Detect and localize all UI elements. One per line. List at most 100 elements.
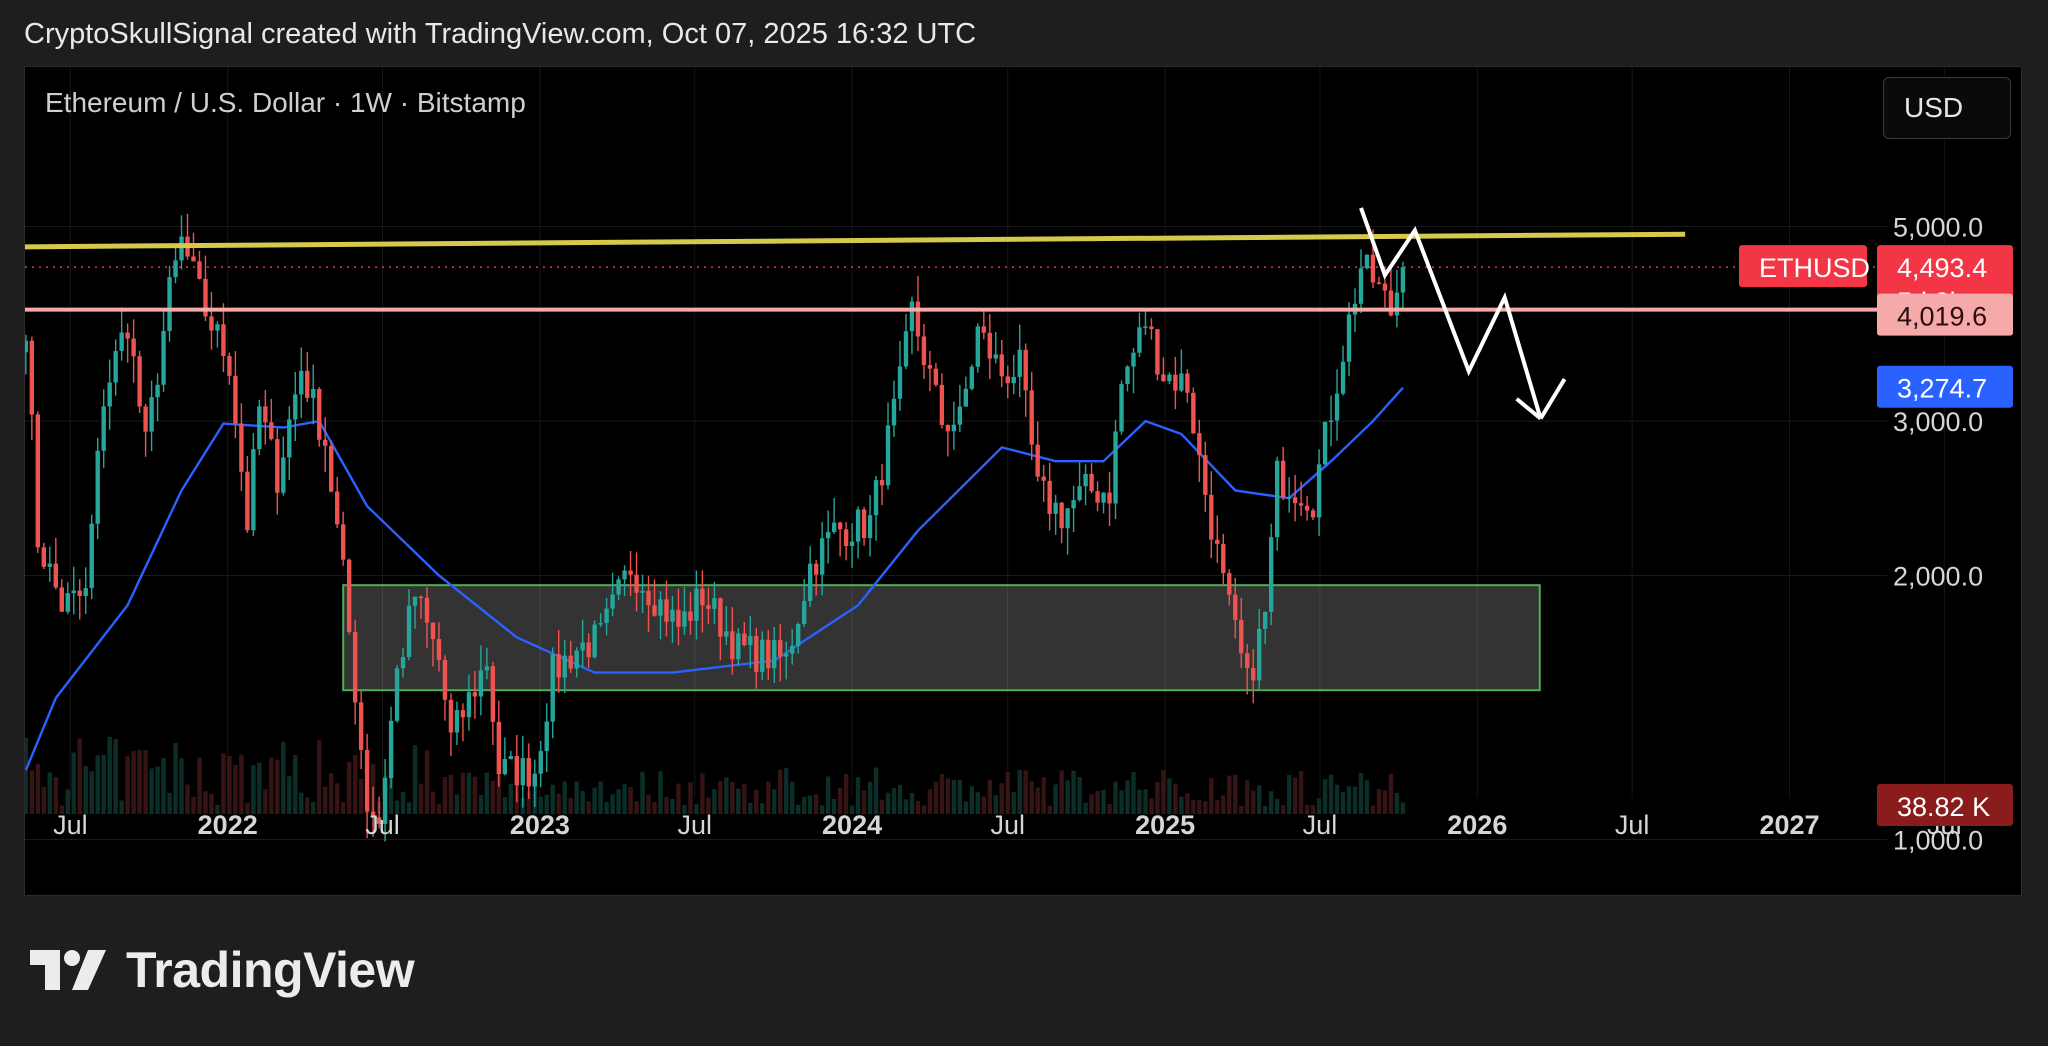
volume-bar	[77, 738, 82, 814]
volume-bar	[1185, 793, 1190, 814]
candle-body	[352, 631, 358, 703]
candle-body	[724, 631, 729, 637]
candle-body	[1023, 349, 1028, 391]
candle-body	[933, 368, 939, 385]
chart-panel[interactable]: 5,000.0 3,000.0 2,000.0 1,000.0 Jul 2022 Jul 20…	[24, 66, 2022, 896]
candle-body	[610, 594, 615, 609]
volume-bar	[1095, 791, 1100, 814]
candle-body	[65, 593, 70, 612]
candle-body	[1065, 508, 1070, 529]
candle-body	[766, 639, 771, 669]
volume-bar	[538, 796, 543, 814]
candle-body	[406, 605, 412, 658]
candle-body	[1346, 314, 1352, 362]
axis-layer: 5,000.0 3,000.0 2,000.0 1,000.0 Jul 2022 Jul 20…	[53, 212, 2013, 856]
volume-bar	[957, 779, 963, 814]
volume-bar	[299, 792, 304, 814]
volume-bar	[119, 800, 124, 814]
volume-bar	[981, 796, 986, 814]
volume-bar	[89, 771, 94, 814]
candle-body	[634, 574, 639, 593]
volume-bar	[664, 796, 669, 814]
candle-body	[41, 547, 47, 567]
candle-body	[538, 751, 543, 774]
candle-body	[275, 439, 280, 493]
candle-body	[825, 531, 831, 539]
volume-bar	[1167, 778, 1172, 814]
support-price-tag: 4,019.6	[1877, 293, 2013, 336]
price-chart[interactable]: 5,000.0 3,000.0 2,000.0 1,000.0 Jul 2022 Jul 20…	[25, 67, 2022, 896]
candle-body	[149, 397, 154, 432]
volume-bar	[1394, 792, 1400, 814]
volume-bar	[580, 791, 585, 814]
candle-body	[1047, 480, 1052, 514]
candle-body	[83, 588, 88, 596]
volume-bar	[1221, 795, 1226, 814]
volume-bar	[1233, 774, 1238, 814]
grid-layer	[25, 67, 1945, 841]
volume-bar	[406, 802, 412, 814]
volume-bar	[801, 796, 807, 814]
volume-bar	[813, 794, 819, 814]
candle-body	[269, 422, 274, 440]
candle-body	[47, 563, 52, 567]
candle-body	[1137, 327, 1142, 353]
currency-selector-button[interactable]: USD	[1883, 77, 2011, 139]
support-price-tag-bg	[1877, 293, 2013, 336]
candle-body	[951, 424, 957, 432]
candle-body	[77, 590, 82, 596]
volume-bar	[1382, 790, 1388, 814]
x-axis-tick-label: Jul	[1303, 810, 1338, 840]
volume-bar	[25, 737, 29, 814]
volume-bar	[29, 770, 35, 814]
candle-body	[1143, 326, 1148, 328]
volume-bar	[167, 792, 172, 814]
candle-body	[1179, 373, 1184, 391]
x-axis-tick-label: 2025	[1135, 810, 1195, 840]
candle-body	[526, 758, 531, 787]
volume-bar	[1209, 778, 1214, 814]
volume-bar	[35, 763, 41, 814]
candle-body	[1035, 444, 1040, 477]
volume-bar	[676, 783, 681, 814]
candle-body	[790, 645, 795, 654]
volume-bar	[490, 780, 496, 814]
volume-bar	[155, 766, 160, 814]
volume-bar	[1071, 770, 1076, 814]
candle-body	[1209, 494, 1214, 540]
candle-body	[969, 366, 975, 389]
volume-bar	[903, 799, 909, 814]
volume-bar	[706, 797, 711, 814]
candle-body	[1185, 373, 1190, 393]
volume-bar	[1298, 771, 1304, 814]
volume-bar	[1352, 786, 1358, 814]
volume-bar	[724, 777, 729, 814]
candle-body	[1268, 537, 1274, 612]
volume-bar	[1161, 769, 1166, 814]
candle-body	[424, 597, 430, 623]
candle-body	[131, 338, 136, 357]
ma-price-tag-bg	[1877, 365, 2013, 408]
candle-body	[1077, 486, 1082, 501]
volume-bar	[778, 769, 783, 814]
candle-body	[1394, 292, 1400, 316]
candle-body	[628, 570, 633, 575]
candle-body	[718, 598, 723, 637]
volume-bar	[562, 781, 567, 814]
volume-bar	[1310, 804, 1316, 814]
volume-bar	[352, 755, 358, 814]
x-axis-tick-label: Jul	[53, 810, 88, 840]
volume-bar	[281, 741, 286, 814]
candle-body	[676, 609, 681, 627]
volume-bar	[1322, 779, 1328, 814]
volume-bar	[825, 776, 831, 814]
support-price-tag-text: 4,019.6	[1897, 302, 1987, 332]
candle-body	[251, 449, 256, 531]
volume-bar	[1268, 791, 1274, 814]
volume-bar	[400, 791, 406, 814]
volume-bar	[945, 778, 951, 814]
volume-bar	[1215, 800, 1220, 814]
candle-body	[945, 424, 951, 432]
volume-bar	[179, 758, 184, 814]
candle-body	[388, 720, 394, 778]
